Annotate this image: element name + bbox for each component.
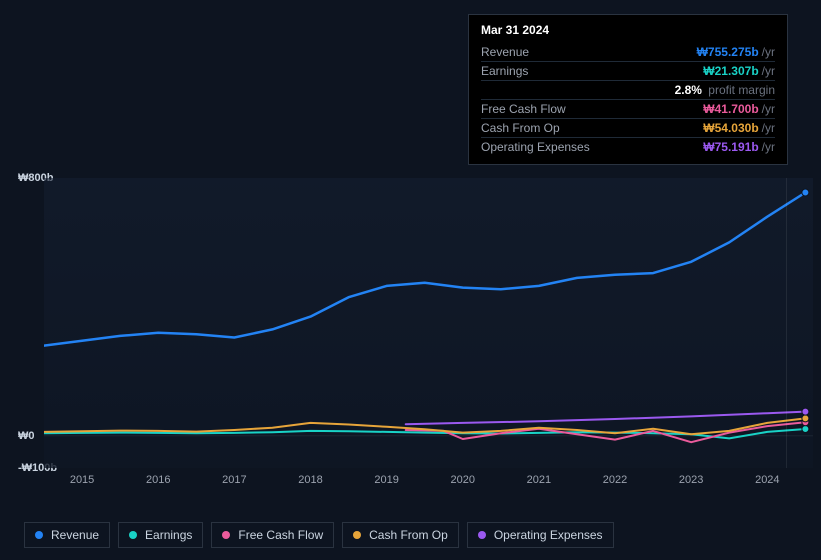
x-axis-label: 2021	[527, 474, 551, 486]
legend-dot-icon	[222, 531, 230, 539]
chart-lines	[44, 178, 813, 468]
tooltip-row-value: ₩755.275b/yr	[697, 45, 775, 59]
x-axis-label: 2024	[755, 474, 779, 486]
series-line	[406, 412, 806, 425]
chart-legend: Revenue Earnings Free Cash Flow Cash From O…	[24, 522, 614, 548]
tooltip-row-value: ₩75.191b/yr	[703, 140, 775, 154]
x-axis-label: 2017	[222, 474, 246, 486]
tooltip-subrow-value: 2.8% profit margin	[675, 83, 775, 97]
legend-dot-icon	[35, 531, 43, 539]
tooltip-date: Mar 31 2024	[481, 23, 775, 37]
tooltip-row-label: Free Cash Flow	[481, 102, 703, 116]
series-end-marker	[802, 426, 809, 433]
x-axis-label: 2015	[70, 474, 94, 486]
x-axis-label: 2022	[603, 474, 627, 486]
y-axis-label: ₩0	[18, 430, 35, 442]
legend-item[interactable]: Free Cash Flow	[211, 522, 334, 548]
legend-dot-icon	[353, 531, 361, 539]
legend-label: Cash From Op	[369, 528, 448, 542]
series-end-marker	[802, 189, 809, 196]
legend-item[interactable]: Operating Expenses	[467, 522, 614, 548]
tooltip-row-value: ₩21.307b/yr	[703, 64, 775, 78]
chart-plot[interactable]	[44, 178, 813, 468]
legend-label: Operating Expenses	[494, 528, 603, 542]
series-line	[44, 193, 805, 346]
legend-item[interactable]: Cash From Op	[342, 522, 459, 548]
x-axis-label: 2019	[374, 474, 398, 486]
series-end-marker	[802, 408, 809, 415]
legend-dot-icon	[129, 531, 137, 539]
tooltip-row-label: Cash From Op	[481, 121, 703, 135]
tooltip-subrow: 2.8% profit margin	[481, 80, 775, 99]
hover-marker-line	[786, 178, 787, 468]
x-axis-label: 2016	[146, 474, 170, 486]
tooltip-row: Free Cash Flow₩41.700b/yr	[481, 99, 775, 118]
x-axis-labels: 2015 2016 2017 2018 2019 2020 2021 2022 2023 2024	[44, 474, 813, 490]
legend-label: Free Cash Flow	[238, 528, 323, 542]
tooltip-row-value: ₩41.700b/yr	[703, 102, 775, 116]
tooltip-row: Earnings₩21.307b/yr	[481, 61, 775, 80]
legend-label: Revenue	[51, 528, 99, 542]
tooltip-row: Operating Expenses₩75.191b/yr	[481, 137, 775, 156]
tooltip-row-label: Operating Expenses	[481, 140, 703, 154]
legend-item[interactable]: Earnings	[118, 522, 203, 548]
legend-item[interactable]: Revenue	[24, 522, 110, 548]
tooltip-row-label: Revenue	[481, 45, 697, 59]
tooltip-row: Revenue₩755.275b/yr	[481, 43, 775, 61]
chart-tooltip: Mar 31 2024 Revenue₩755.275b/yrEarnings₩…	[468, 14, 788, 165]
tooltip-row: Cash From Op₩54.030b/yr	[481, 118, 775, 137]
x-axis-label: 2018	[298, 474, 322, 486]
series-end-marker	[802, 415, 809, 422]
legend-label: Earnings	[145, 528, 192, 542]
tooltip-row-label: Earnings	[481, 64, 703, 78]
x-axis-label: 2023	[679, 474, 703, 486]
x-axis-label: 2020	[451, 474, 475, 486]
tooltip-row-value: ₩54.030b/yr	[703, 121, 775, 135]
chart-area: ₩800b₩0-₩100b 20152016201720182019202020…	[18, 160, 813, 480]
legend-dot-icon	[478, 531, 486, 539]
